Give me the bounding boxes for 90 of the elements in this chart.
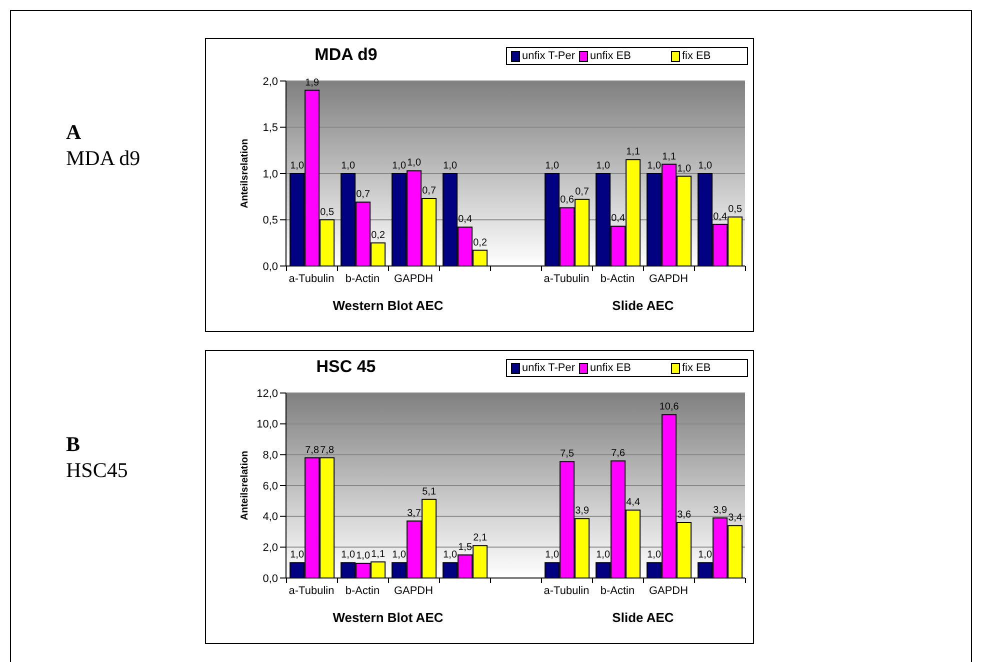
y-tick-label: 1,5	[262, 122, 278, 134]
y-tick-label: 2,0	[262, 76, 278, 88]
text: MDA d9	[66, 145, 140, 171]
x-tick-label: b-Actin	[600, 272, 635, 285]
data-label: 5,1	[422, 486, 436, 498]
x-tick-label: GAPDH	[394, 272, 434, 285]
data-label: 1,0	[290, 160, 304, 172]
data-label: 0,7	[422, 185, 436, 196]
data-label: 1,0	[647, 550, 662, 561]
data-label: 1,0	[443, 550, 458, 561]
data-label: 1,9	[305, 77, 320, 88]
legend-label: unfix T-Per	[522, 49, 575, 64]
data-label: 1,1	[371, 548, 386, 560]
data-label: 0,5	[728, 204, 742, 215]
y-tick-label: 10,0	[256, 418, 278, 431]
data-label: 0,5	[320, 206, 334, 218]
data-label: 1,0	[545, 550, 560, 561]
x-tick-label: a-Tubulin	[544, 272, 590, 285]
data-label: 1,0	[698, 160, 712, 172]
y-tick-label: 4,0	[262, 511, 278, 524]
data-label: 0,7	[575, 186, 590, 198]
data-label: 7,5	[560, 448, 574, 460]
x-tick-label: a-Tubulin	[544, 584, 590, 597]
text: B	[66, 431, 82, 457]
data-label: 0,4	[611, 213, 626, 224]
x-tick-label: a-Tubulin	[288, 584, 334, 597]
data-label: 1,0	[596, 160, 610, 172]
data-label: 3,9	[575, 506, 590, 517]
data-label: 3,9	[713, 504, 728, 516]
legend-label: unfix T-Per	[522, 361, 575, 376]
y-tick-label: 0,0	[262, 260, 278, 273]
data-label: 1,0	[356, 550, 370, 562]
legend-label: fix EB	[682, 361, 711, 376]
text: HSC45	[66, 457, 128, 483]
data-label: 10,6	[659, 402, 680, 413]
chart-title: MDA d9	[314, 45, 378, 65]
data-label: 0,4	[458, 214, 472, 226]
data-label: 7,8	[320, 444, 334, 456]
data-label: 1,0	[392, 550, 406, 561]
data-label: 1,0	[596, 550, 610, 561]
text: Western Blot AEC	[332, 610, 444, 625]
text: A	[66, 119, 82, 145]
data-label: 1,0	[341, 160, 356, 172]
x-tick-label: GAPDH	[394, 584, 434, 597]
data-label: 7,8	[305, 444, 320, 456]
y-axis-title: Anteilsrelation	[240, 138, 251, 208]
data-label: 1,5	[458, 542, 472, 553]
data-label: 3,6	[677, 510, 692, 520]
data-label: 0,6	[560, 194, 574, 206]
y-tick-label: 6,0	[262, 480, 278, 492]
x-tick-label: b-Actin	[345, 584, 380, 597]
data-label: 3,7	[407, 508, 422, 519]
data-label: 7,6	[611, 448, 626, 459]
data-label: 0,4	[713, 211, 728, 222]
data-label: 2,1	[473, 532, 488, 544]
chart-title: HSC 45	[315, 357, 377, 377]
data-label: 1,1	[662, 151, 676, 162]
legend-label: unfix EB	[590, 49, 631, 64]
data-label: 1,0	[341, 550, 356, 561]
data-label: 1,0	[443, 160, 458, 172]
data-label: 4,4	[626, 497, 640, 508]
data-label: 1,0	[290, 550, 304, 561]
text: Western Blot AEC	[332, 298, 444, 313]
y-tick-label: 0,5	[262, 214, 278, 227]
x-tick-label: b-Actin	[600, 584, 635, 597]
y-tick-label: 1,0	[262, 168, 278, 180]
y-axis-title: Anteilsrelation	[240, 450, 251, 520]
legend-label: unfix EB	[590, 361, 631, 376]
data-label: 0,7	[356, 189, 370, 200]
data-label: 1,0	[677, 163, 692, 174]
x-tick-label: GAPDH	[648, 272, 688, 285]
data-label: 3,4	[728, 512, 742, 524]
legend-label: fix EB	[682, 49, 711, 64]
data-label: 1,0	[698, 550, 712, 561]
data-label: 0,2	[371, 230, 386, 241]
y-tick-label: 0,0	[262, 572, 278, 585]
data-label: 1,1	[626, 146, 640, 158]
x-tick-label: GAPDH	[648, 584, 688, 597]
text: Slide AEC	[611, 610, 675, 625]
data-label: 1,0	[407, 158, 422, 169]
x-tick-label: b-Actin	[345, 272, 380, 285]
data-label: 1,0	[392, 160, 406, 172]
y-tick-label: 2,0	[262, 542, 278, 554]
y-tick-label: 8,0	[262, 450, 278, 462]
x-tick-label: a-Tubulin	[288, 272, 334, 285]
data-label: 1,0	[545, 160, 560, 172]
data-label: 1,0	[647, 160, 662, 172]
data-label: 0,2	[473, 237, 488, 248]
text: Slide AEC	[611, 298, 675, 313]
y-tick-label: 12,0	[256, 388, 278, 400]
